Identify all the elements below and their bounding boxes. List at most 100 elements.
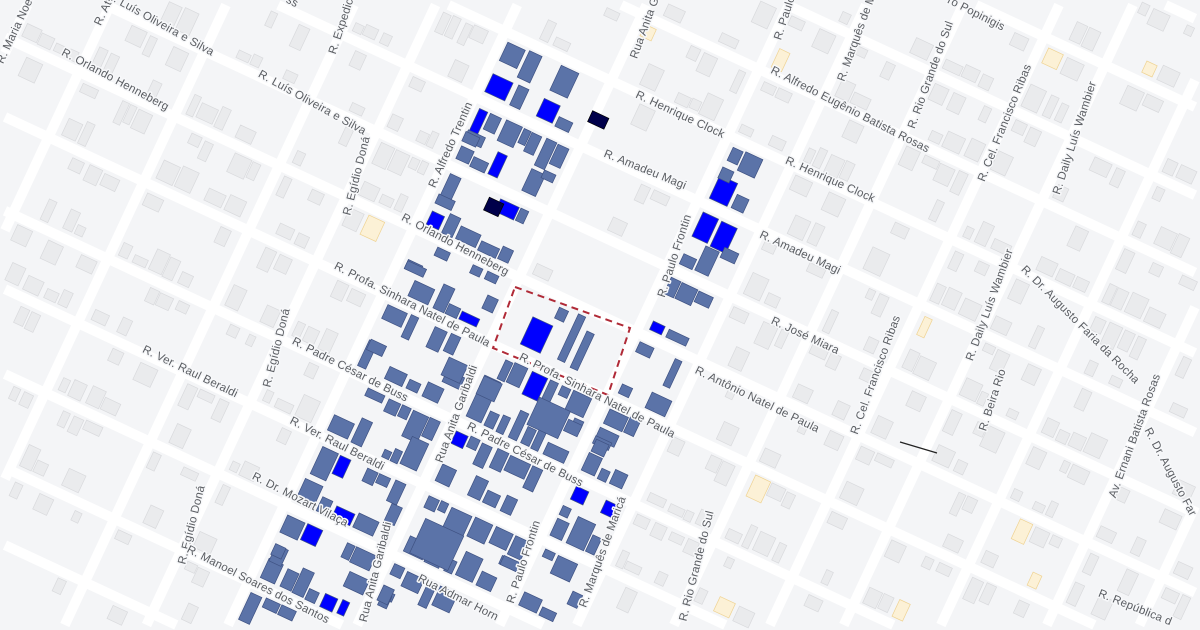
building[interactable] (557, 385, 572, 399)
building[interactable] (717, 166, 735, 184)
building[interactable] (417, 580, 438, 609)
building[interactable] (693, 290, 714, 309)
building[interactable] (421, 381, 445, 404)
building[interactable] (521, 168, 546, 197)
building[interactable] (548, 143, 570, 169)
building[interactable] (315, 496, 334, 516)
building[interactable] (708, 174, 739, 207)
building[interactable] (519, 316, 554, 354)
building[interactable] (342, 570, 370, 596)
building[interactable] (399, 435, 430, 472)
building[interactable] (466, 475, 490, 501)
building[interactable] (403, 260, 428, 278)
building[interactable] (522, 465, 544, 493)
building[interactable] (331, 454, 352, 479)
building[interactable] (483, 270, 500, 285)
building[interactable] (569, 330, 595, 372)
highlighted-buildings-layer[interactable] (238, 41, 764, 625)
building[interactable] (469, 264, 484, 278)
building[interactable] (423, 495, 440, 513)
building[interactable] (481, 489, 502, 509)
building[interactable] (520, 426, 537, 447)
building[interactable] (691, 211, 720, 244)
building[interactable] (361, 467, 379, 487)
building[interactable] (364, 387, 386, 404)
building[interactable] (516, 50, 543, 84)
building[interactable] (496, 359, 514, 383)
building[interactable] (678, 253, 698, 271)
building[interactable] (569, 485, 590, 506)
building[interactable] (564, 389, 593, 419)
building[interactable] (425, 210, 446, 231)
building[interactable] (461, 130, 481, 148)
building[interactable] (238, 592, 263, 625)
building[interactable] (507, 409, 530, 442)
building[interactable] (432, 283, 456, 314)
building[interactable] (549, 64, 580, 99)
building[interactable] (431, 585, 459, 614)
building[interactable] (509, 84, 530, 110)
building[interactable] (482, 112, 502, 135)
building[interactable] (566, 590, 584, 609)
building[interactable] (719, 246, 740, 265)
building[interactable] (319, 592, 339, 613)
building[interactable] (434, 193, 456, 211)
building[interactable] (277, 604, 297, 622)
building[interactable] (270, 543, 287, 560)
building[interactable] (623, 416, 641, 438)
building[interactable] (602, 408, 629, 433)
building[interactable] (466, 516, 494, 545)
building[interactable] (526, 396, 571, 440)
building[interactable] (375, 473, 392, 488)
building[interactable] (549, 554, 579, 583)
building[interactable] (562, 418, 583, 438)
building[interactable] (498, 41, 526, 70)
building[interactable] (383, 398, 402, 417)
building[interactable] (694, 245, 720, 277)
building[interactable] (336, 599, 351, 617)
building[interactable] (488, 526, 514, 551)
building[interactable] (441, 213, 462, 239)
building[interactable] (340, 542, 356, 561)
building[interactable] (554, 306, 570, 323)
building[interactable] (590, 438, 610, 458)
building[interactable] (584, 534, 603, 556)
building[interactable] (617, 383, 634, 399)
building[interactable] (389, 563, 406, 580)
building[interactable] (309, 446, 339, 482)
building[interactable] (389, 448, 404, 465)
building[interactable] (304, 588, 320, 605)
building[interactable] (279, 514, 306, 541)
building[interactable] (505, 362, 529, 389)
building[interactable] (596, 467, 611, 483)
building[interactable] (291, 567, 315, 598)
building[interactable] (299, 523, 324, 547)
building[interactable] (421, 416, 441, 442)
building[interactable] (440, 356, 469, 384)
building[interactable] (294, 477, 324, 510)
building[interactable] (594, 426, 620, 448)
building[interactable] (674, 282, 699, 307)
building[interactable] (350, 417, 374, 448)
building[interactable] (455, 225, 482, 249)
building[interactable] (542, 441, 570, 464)
building[interactable] (444, 303, 462, 320)
building[interactable] (506, 535, 530, 561)
building[interactable] (523, 131, 543, 156)
building[interactable] (535, 97, 561, 124)
building[interactable] (538, 606, 558, 623)
building[interactable] (483, 196, 505, 218)
building[interactable] (434, 463, 458, 488)
building[interactable] (400, 571, 425, 595)
building[interactable] (352, 512, 380, 537)
building[interactable] (514, 207, 530, 225)
building[interactable] (644, 391, 673, 418)
building[interactable] (469, 156, 490, 174)
building[interactable] (331, 505, 356, 527)
building[interactable] (407, 280, 436, 306)
building[interactable] (599, 499, 622, 520)
building[interactable] (517, 128, 532, 147)
selected-area-boundary[interactable] (491, 285, 632, 397)
building[interactable] (475, 570, 498, 593)
building[interactable] (442, 332, 462, 356)
